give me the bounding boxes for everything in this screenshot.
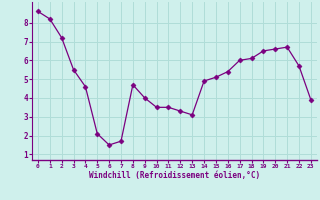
X-axis label: Windchill (Refroidissement éolien,°C): Windchill (Refroidissement éolien,°C) (89, 171, 260, 180)
